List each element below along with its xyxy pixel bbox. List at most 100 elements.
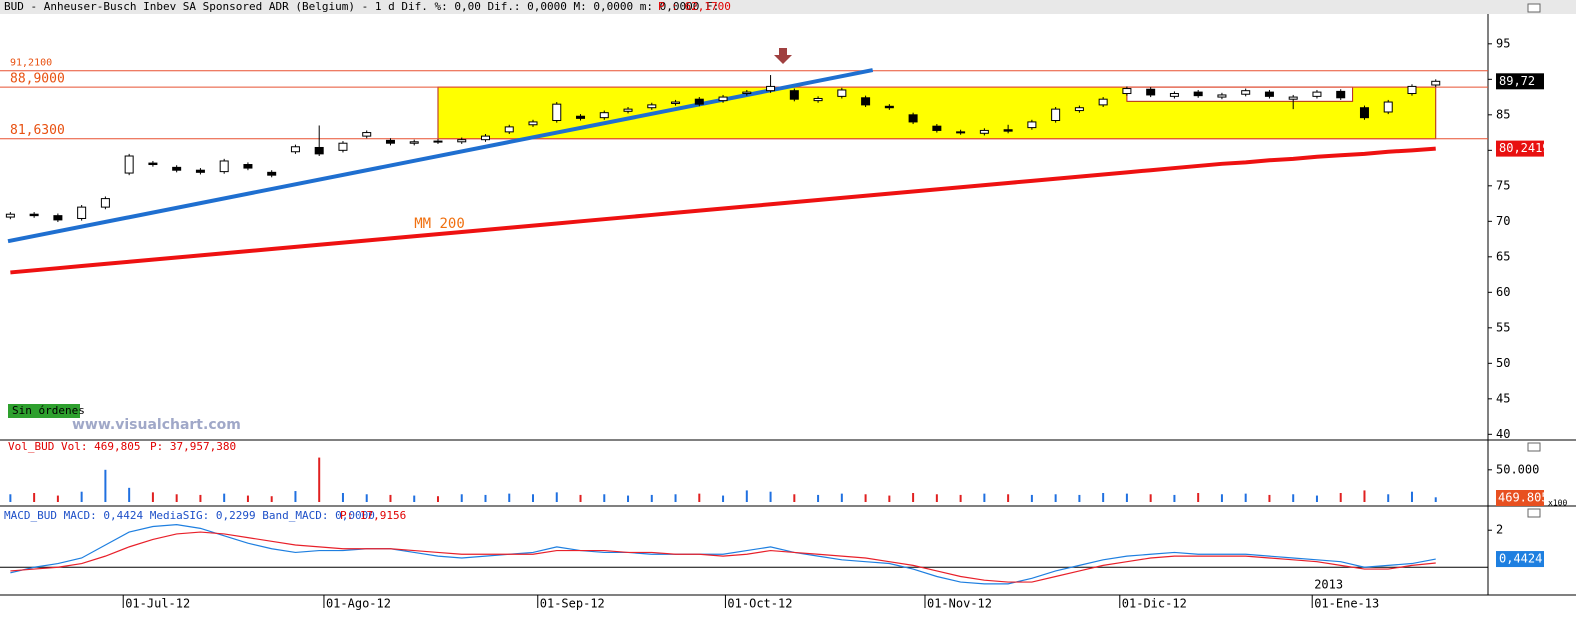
h-line-label: 81,6300 [10,123,65,138]
candle-body [1122,88,1132,95]
candle-body [1383,101,1393,113]
header-p: P : 62,1700 [658,0,731,13]
candle-body [1193,91,1203,97]
candle-body [813,97,823,102]
ma-line [10,146,1436,275]
window-btn[interactable] [1527,508,1541,518]
x-tick-label: 01-Jul-12 [125,597,190,611]
h-line-label: 88,9000 [10,72,65,87]
candle-body [908,114,918,123]
candle-body [647,104,657,109]
y-tick-label: 65 [1496,249,1510,263]
candle-body [195,169,205,173]
value-box-label: 0,4424 [1499,552,1542,566]
candle-body [409,141,419,144]
candle-body [267,171,277,176]
candle-body [433,140,443,143]
candle-body [884,105,894,109]
candle-body [1336,90,1346,99]
macd-line [10,531,1436,583]
volume-unit: x100 [1548,499,1567,508]
candle-body [29,213,39,217]
candle-body [1027,121,1037,129]
candle-body [837,89,847,97]
candle-body [362,132,372,137]
badge-bg [8,404,80,418]
y-tick-label: 75 [1496,178,1510,192]
macd-line [10,524,1436,585]
candle-body [100,198,110,208]
candle-body [480,135,490,141]
candle-body [1288,96,1298,100]
trend-line [7,68,874,244]
y-tick-label: 55 [1496,320,1510,334]
candle-body [148,162,158,166]
ma-label: MM 200 [414,216,465,232]
candle-body [290,146,300,153]
candle-body [576,115,586,119]
candle-body [718,96,728,102]
value-box-label: 80,2419 [1499,141,1550,155]
candle-body [5,213,15,218]
candle-body [1431,80,1441,86]
candle-body [623,108,633,112]
candle-body [172,166,182,171]
volume-header-p: P: 37,957,380 [150,440,236,453]
y-tick-label: 2 [1496,523,1503,537]
badge: Sin órdenes [12,404,85,417]
candle-body [124,155,134,174]
y-tick-label: 50.000 [1496,462,1539,476]
candle-body [1359,107,1369,119]
y-tick-label: 45 [1496,391,1510,405]
candle-body [694,98,704,105]
candle-body [1074,107,1084,112]
year-label: 2013 [1314,578,1343,592]
volume-header: Vol_BUD Vol: 469,805 [8,440,140,453]
candle-body [552,103,562,121]
x-tick-label: 01-Oct-12 [727,597,792,611]
y-tick-label: 60 [1496,285,1510,299]
macd-header-p: P: 17,9156 [340,509,406,522]
window-btn[interactable] [1527,3,1541,13]
h-line-label: 91,2100 [10,58,52,69]
x-tick-label: 01-Sep-12 [540,597,605,611]
volume-last-label: 469.805 [1498,491,1549,505]
candle-body [932,125,942,131]
x-tick-label: 01-Nov-12 [927,597,992,611]
window-btn[interactable] [1527,442,1541,452]
x-tick-label: 01-Dic-12 [1122,597,1187,611]
candle-body [956,131,966,134]
candle-body [742,91,752,95]
arrow-marker [774,48,792,64]
candle-body [599,112,609,119]
candle-body [1146,88,1156,96]
y-tick-label: 95 [1496,36,1510,50]
candle-body [1051,108,1061,121]
candle-body [1217,94,1227,98]
candle-body [671,101,681,104]
value-box [1496,73,1544,90]
candle-body [1003,129,1013,132]
candle-body [789,90,799,100]
candle-body [53,215,63,221]
candle-body [766,85,776,92]
candle-body [1264,91,1274,97]
value-box [1496,551,1544,568]
candle-body [1407,85,1417,95]
candle-body [385,139,395,144]
candle-body [338,142,348,151]
candle-body [243,164,253,169]
watermark: www.visualchart.com [72,417,241,433]
candle-body [1312,91,1322,97]
y-tick-label: 40 [1496,427,1510,441]
x-tick-label: 01-Ago-12 [326,597,391,611]
candle-body [1098,98,1108,106]
candle-body [457,139,467,143]
candle-body [77,206,87,219]
header-bar [0,0,1576,14]
header: BUD - Anheuser-Busch Inbev SA Sponsored … [4,0,719,13]
y-tick-label: 70 [1496,214,1510,228]
candle-body [314,146,324,155]
value-box [1496,140,1544,157]
